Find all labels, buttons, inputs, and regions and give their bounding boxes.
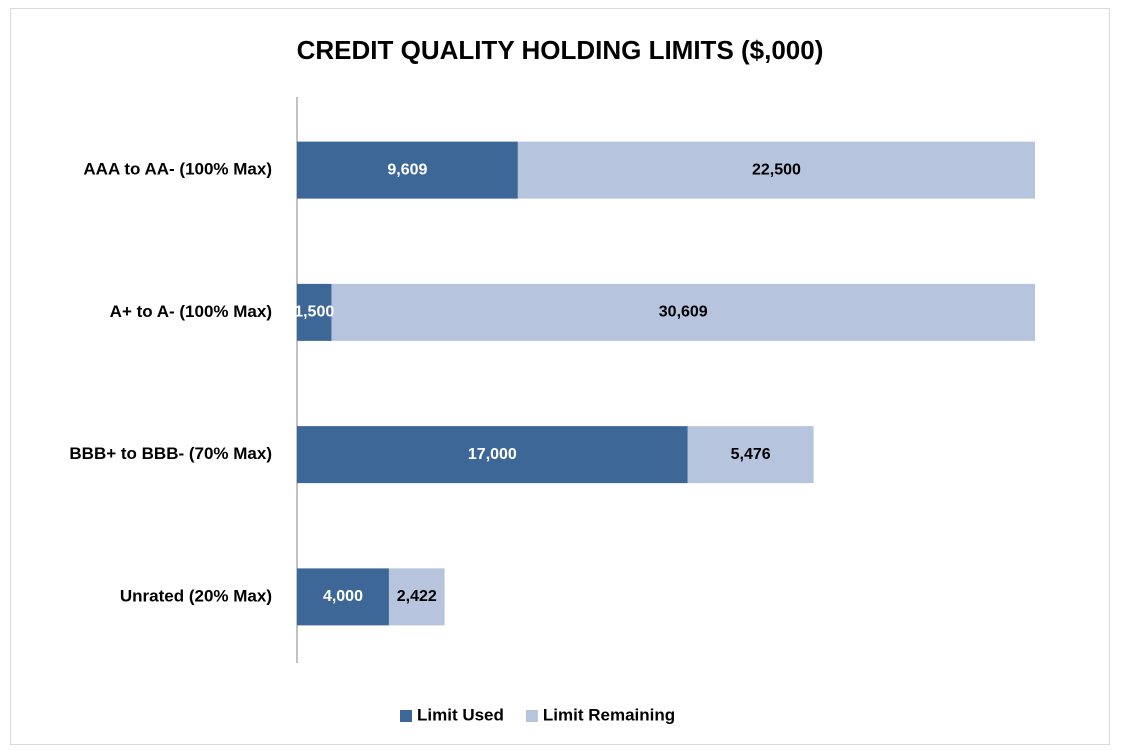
category-label: AAA to AA- (100% Max): [83, 160, 272, 179]
data-label: 17,000: [468, 446, 517, 463]
data-label: 2,422: [397, 588, 437, 605]
data-label: 4,000: [323, 588, 363, 605]
category-label: Unrated (20% Max): [120, 586, 272, 605]
chart-title: CREDIT QUALITY HOLDING LIMITS ($,000): [297, 35, 824, 65]
legend-swatch: [400, 710, 412, 722]
bar-segment: [331, 283, 1035, 341]
data-label: 1,500: [294, 304, 334, 321]
bar-segment: [687, 426, 814, 484]
legend-label: Limit Used: [417, 705, 504, 724]
bar-segment: [517, 141, 1035, 199]
bar-segment: [388, 568, 445, 626]
data-label: 30,609: [659, 304, 708, 321]
legend-label: Limit Remaining: [543, 705, 675, 724]
data-label: 22,500: [752, 161, 801, 178]
data-label: 9,609: [387, 161, 427, 178]
bar-segment: [297, 426, 688, 484]
bar-segment: [297, 568, 389, 626]
chart-border: [10, 8, 1110, 745]
bar-segment: [297, 141, 518, 199]
legend-swatch: [525, 710, 538, 722]
category-label: BBB+ to BBB- (70% Max): [69, 444, 272, 463]
data-label: 5,476: [731, 446, 771, 463]
category-label: A+ to A- (100% Max): [110, 302, 272, 321]
bar-segment: [297, 283, 332, 341]
